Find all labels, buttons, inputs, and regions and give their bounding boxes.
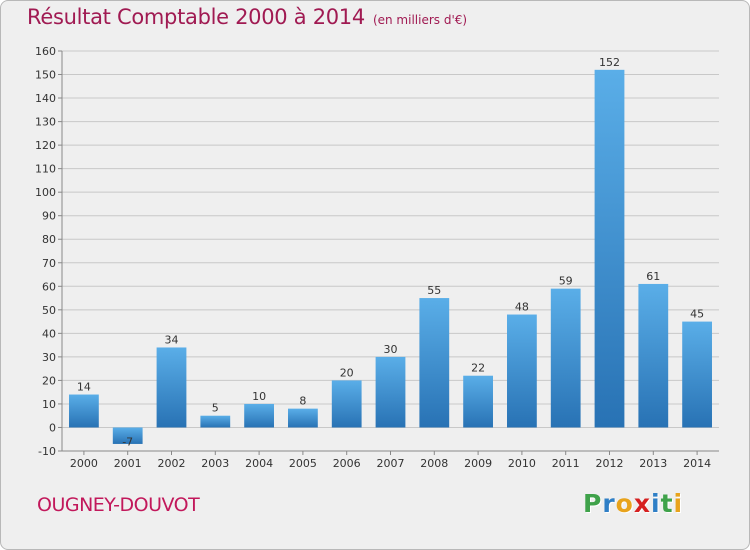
x-tick-label: 2000 <box>70 457 98 470</box>
logo-letter: P <box>583 489 603 518</box>
data-label: 30 <box>384 343 398 356</box>
bar-2010 <box>507 314 537 428</box>
logo-letter: r <box>602 489 616 518</box>
bar-2000 <box>69 394 99 428</box>
x-tick-label: 2009 <box>464 457 492 470</box>
y-tick-label: 0 <box>49 421 56 434</box>
bar-2014 <box>682 321 712 428</box>
bar-2002 <box>156 347 187 428</box>
chart-title: Résultat Comptable 2000 à 2014 (en millie… <box>27 5 467 29</box>
data-label: 152 <box>599 56 620 69</box>
data-label: -7 <box>122 435 133 448</box>
bar-2007 <box>375 356 406 428</box>
data-label: 5 <box>212 402 219 415</box>
y-tick-label: 90 <box>42 210 56 223</box>
place-name: OUGNEY-DOUVOT <box>37 494 200 516</box>
x-tick-label: 2007 <box>377 457 405 470</box>
y-tick-label: 80 <box>42 233 56 246</box>
bar-2001 <box>112 427 143 444</box>
x-tick-label: 2001 <box>114 457 142 470</box>
x-tick-label: 2005 <box>289 457 317 470</box>
y-tick-label: 10 <box>42 398 56 411</box>
y-tick-label: 60 <box>42 280 56 293</box>
logo-letter: i <box>651 489 661 518</box>
bar-2003 <box>200 415 231 428</box>
y-tick-label: 40 <box>42 327 56 340</box>
chart-subtitle: (en milliers d'€) <box>372 13 468 27</box>
x-tick-label: 2014 <box>683 457 711 470</box>
x-tick-label: 2013 <box>639 457 667 470</box>
data-label: 48 <box>515 301 529 314</box>
y-tick-label: 30 <box>42 351 56 364</box>
logo-letter: x <box>633 489 651 518</box>
data-label: 61 <box>646 270 660 283</box>
y-tick-label: 150 <box>35 69 56 82</box>
data-label: 34 <box>165 333 179 346</box>
chart-title-text: Résultat Comptable 2000 à 2014 <box>27 5 365 29</box>
bar-2013 <box>638 283 669 428</box>
data-label: 8 <box>299 395 306 408</box>
y-tick-label: 140 <box>35 92 56 105</box>
logo-letter: t <box>660 489 674 518</box>
bars <box>69 69 712 444</box>
y-tick-label: 130 <box>35 116 56 129</box>
bar-2004 <box>244 403 274 428</box>
bar-2012 <box>594 69 625 428</box>
x-tick-label: 2008 <box>420 457 448 470</box>
data-label: 14 <box>77 381 91 394</box>
data-label: 22 <box>471 362 485 375</box>
y-tick-label: 110 <box>35 163 56 176</box>
x-tick-label: 2002 <box>158 457 186 470</box>
data-labels: 14 -7 34 5 10 8 20 30 55 22 48 59 152 61 45 <box>77 56 704 449</box>
data-label: 10 <box>252 390 266 403</box>
x-tick-label: 2004 <box>245 457 273 470</box>
bar-2009 <box>463 375 493 428</box>
y-tick-label: -10 <box>38 445 56 458</box>
data-label: 45 <box>690 308 704 321</box>
y-tick-label: 160 <box>35 45 56 58</box>
x-tick-label: 2012 <box>596 457 624 470</box>
proxiti-logo: Proxiti <box>583 489 683 518</box>
data-label: 55 <box>427 284 441 297</box>
data-label: 59 <box>559 275 573 288</box>
bar-2006 <box>331 380 362 428</box>
x-tick-label: 2006 <box>333 457 361 470</box>
x-tick-label: 2003 <box>201 457 229 470</box>
axes: -10 0 10 20 30 40 50 60 70 80 90 100 110 120 130 140 150… <box>35 45 719 470</box>
x-tick-label: 2010 <box>508 457 536 470</box>
bar-2008 <box>419 298 450 428</box>
y-tick-label: 70 <box>42 257 56 270</box>
y-tick-label: 50 <box>42 304 56 317</box>
x-tick-label: 2011 <box>552 457 580 470</box>
y-tick-label: 120 <box>35 139 56 152</box>
y-tick-label: 100 <box>35 186 56 199</box>
data-label: 20 <box>340 366 354 379</box>
logo-letter: i <box>673 489 684 518</box>
bar-2011 <box>550 288 581 428</box>
logo-letter: o <box>615 489 634 518</box>
y-tick-label: 20 <box>42 374 56 387</box>
bar-2005 <box>288 408 318 428</box>
